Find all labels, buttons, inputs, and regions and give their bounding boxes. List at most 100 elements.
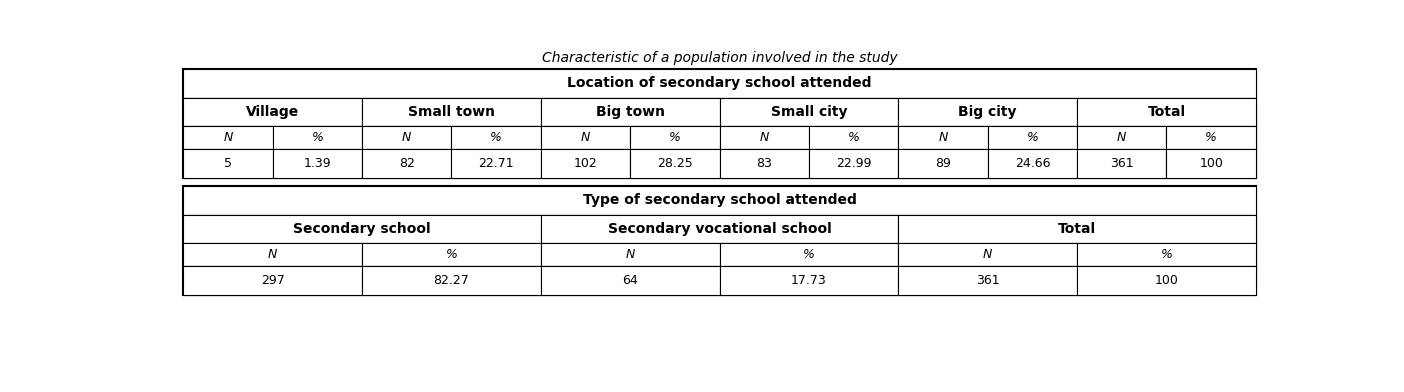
Text: 5: 5 <box>225 157 232 170</box>
Text: Big city: Big city <box>959 105 1016 119</box>
Text: 100: 100 <box>1154 274 1178 287</box>
Text: 297: 297 <box>261 274 285 287</box>
Bar <box>630 149 720 178</box>
Bar <box>899 149 987 178</box>
Text: Type of secondary school attended: Type of secondary school attended <box>583 193 856 207</box>
Text: N: N <box>402 131 411 143</box>
Bar <box>184 149 1255 178</box>
Bar <box>184 98 1255 125</box>
Text: %: % <box>1161 248 1172 261</box>
Bar <box>362 125 452 149</box>
Bar <box>719 266 899 295</box>
Bar <box>541 243 719 266</box>
Bar <box>184 215 1255 243</box>
Text: 100: 100 <box>1199 157 1223 170</box>
Text: %: % <box>848 131 859 143</box>
Text: Secondary school: Secondary school <box>293 222 431 236</box>
Bar <box>272 125 362 149</box>
Text: 64: 64 <box>622 274 637 287</box>
Text: N: N <box>760 131 769 143</box>
Bar <box>809 125 899 149</box>
Bar <box>184 98 362 125</box>
Bar <box>899 125 987 149</box>
Text: 22.71: 22.71 <box>479 157 514 170</box>
Bar <box>1077 266 1255 295</box>
Bar <box>362 266 541 295</box>
Text: %: % <box>803 248 814 261</box>
Text: Total: Total <box>1059 222 1097 236</box>
Text: Characteristic of a population involved in the study: Characteristic of a population involved … <box>542 51 897 65</box>
Bar <box>184 149 272 178</box>
Text: Small city: Small city <box>771 105 847 119</box>
Bar <box>1077 98 1255 125</box>
Text: 83: 83 <box>757 157 772 170</box>
Bar <box>184 266 1255 295</box>
Text: %: % <box>668 131 681 143</box>
Bar <box>899 215 1255 243</box>
Bar <box>541 125 630 149</box>
Text: 82.27: 82.27 <box>434 274 469 287</box>
Text: %: % <box>312 131 323 143</box>
Bar <box>719 98 899 125</box>
Text: Secondary vocational school: Secondary vocational school <box>608 222 831 236</box>
Text: 89: 89 <box>935 157 951 170</box>
Text: 102: 102 <box>574 157 597 170</box>
Text: 82: 82 <box>399 157 414 170</box>
Bar <box>630 125 720 149</box>
Text: Village: Village <box>246 105 299 119</box>
Text: Location of secondary school attended: Location of secondary school attended <box>567 76 872 90</box>
Bar <box>541 98 719 125</box>
Text: N: N <box>938 131 948 143</box>
Text: 17.73: 17.73 <box>790 274 827 287</box>
Text: 361: 361 <box>1111 157 1133 170</box>
Bar <box>719 149 809 178</box>
Text: N: N <box>1118 131 1126 143</box>
Bar <box>809 149 899 178</box>
Bar <box>452 149 541 178</box>
Bar <box>362 149 452 178</box>
Bar <box>184 266 362 295</box>
Bar <box>541 266 719 295</box>
Bar <box>719 125 809 149</box>
Text: Big town: Big town <box>595 105 664 119</box>
Bar <box>452 125 541 149</box>
Text: %: % <box>490 131 503 143</box>
Bar <box>362 243 541 266</box>
Text: N: N <box>625 248 635 261</box>
Text: N: N <box>223 131 233 143</box>
Text: 22.99: 22.99 <box>835 157 872 170</box>
Bar <box>272 149 362 178</box>
Text: %: % <box>1205 131 1217 143</box>
Bar <box>1167 125 1255 149</box>
Bar <box>184 243 362 266</box>
Bar <box>1077 149 1167 178</box>
Text: 24.66: 24.66 <box>1015 157 1050 170</box>
Bar <box>987 125 1077 149</box>
Bar <box>362 98 541 125</box>
Bar <box>1167 149 1255 178</box>
Bar <box>899 98 1077 125</box>
Text: N: N <box>581 131 590 143</box>
Bar <box>184 215 541 243</box>
Text: 361: 361 <box>976 274 1000 287</box>
Text: N: N <box>268 248 278 261</box>
Text: %: % <box>1026 131 1039 143</box>
Bar <box>899 243 1077 266</box>
Bar <box>184 69 1255 178</box>
Text: N: N <box>983 248 993 261</box>
Bar <box>1077 243 1255 266</box>
Bar <box>541 215 899 243</box>
Text: Small town: Small town <box>409 105 494 119</box>
Text: %: % <box>445 248 458 261</box>
Bar <box>184 186 1255 215</box>
Bar <box>184 125 272 149</box>
Bar <box>184 186 1255 295</box>
Bar <box>987 149 1077 178</box>
Text: 28.25: 28.25 <box>657 157 692 170</box>
Bar <box>184 125 1255 149</box>
Bar <box>541 149 630 178</box>
Bar <box>1077 125 1167 149</box>
Bar <box>184 243 1255 266</box>
Bar <box>184 69 1255 98</box>
Text: 1.39: 1.39 <box>303 157 331 170</box>
